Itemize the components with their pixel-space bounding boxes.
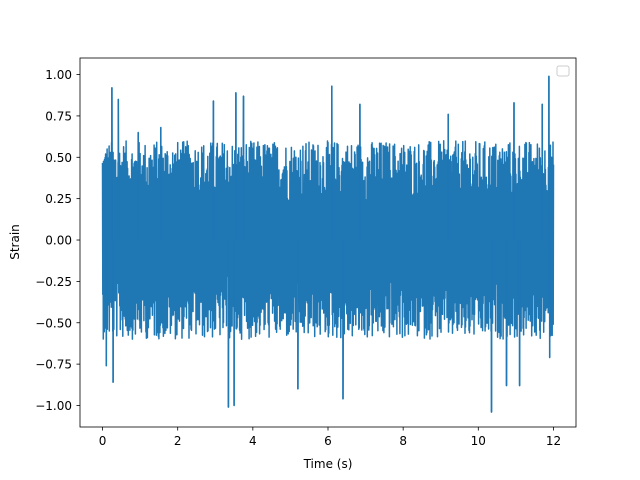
- axes: 0 2 4 6 8 10 12 1.00 0.75 0.50 0.25 0.00 −0.25 −0.50 −…: [35, 57, 577, 448]
- y-tick-label-5: −0.25: [35, 275, 72, 289]
- y-tick-label-2: 0.50: [45, 151, 72, 165]
- x-axis-label: Time (s): [303, 457, 353, 471]
- y-tick-label-4: 0.00: [45, 234, 72, 248]
- x-tick-label-1: 2: [174, 434, 182, 448]
- x-tick-label-0: 0: [99, 434, 107, 448]
- x-tick-label-3: 6: [324, 434, 332, 448]
- series-line-0: [101, 75, 555, 413]
- y-axis-label: Strain: [8, 224, 22, 260]
- x-tick-label-6: 12: [546, 434, 561, 448]
- y-tick-label-0: 1.00: [45, 68, 72, 82]
- y-tick-label-7: −0.75: [35, 358, 72, 372]
- x-tick-label-4: 8: [399, 434, 407, 448]
- y-tick-label-3: 0.25: [45, 192, 72, 206]
- y-tick-label-6: −0.50: [35, 316, 72, 330]
- plot-area: [101, 75, 555, 413]
- x-tick-label-2: 4: [249, 434, 257, 448]
- y-tick-label-1: 0.75: [45, 109, 72, 123]
- legend-box: [556, 65, 570, 77]
- x-tick-label-5: 10: [471, 434, 486, 448]
- y-tick-label-8: −1.00: [35, 399, 72, 413]
